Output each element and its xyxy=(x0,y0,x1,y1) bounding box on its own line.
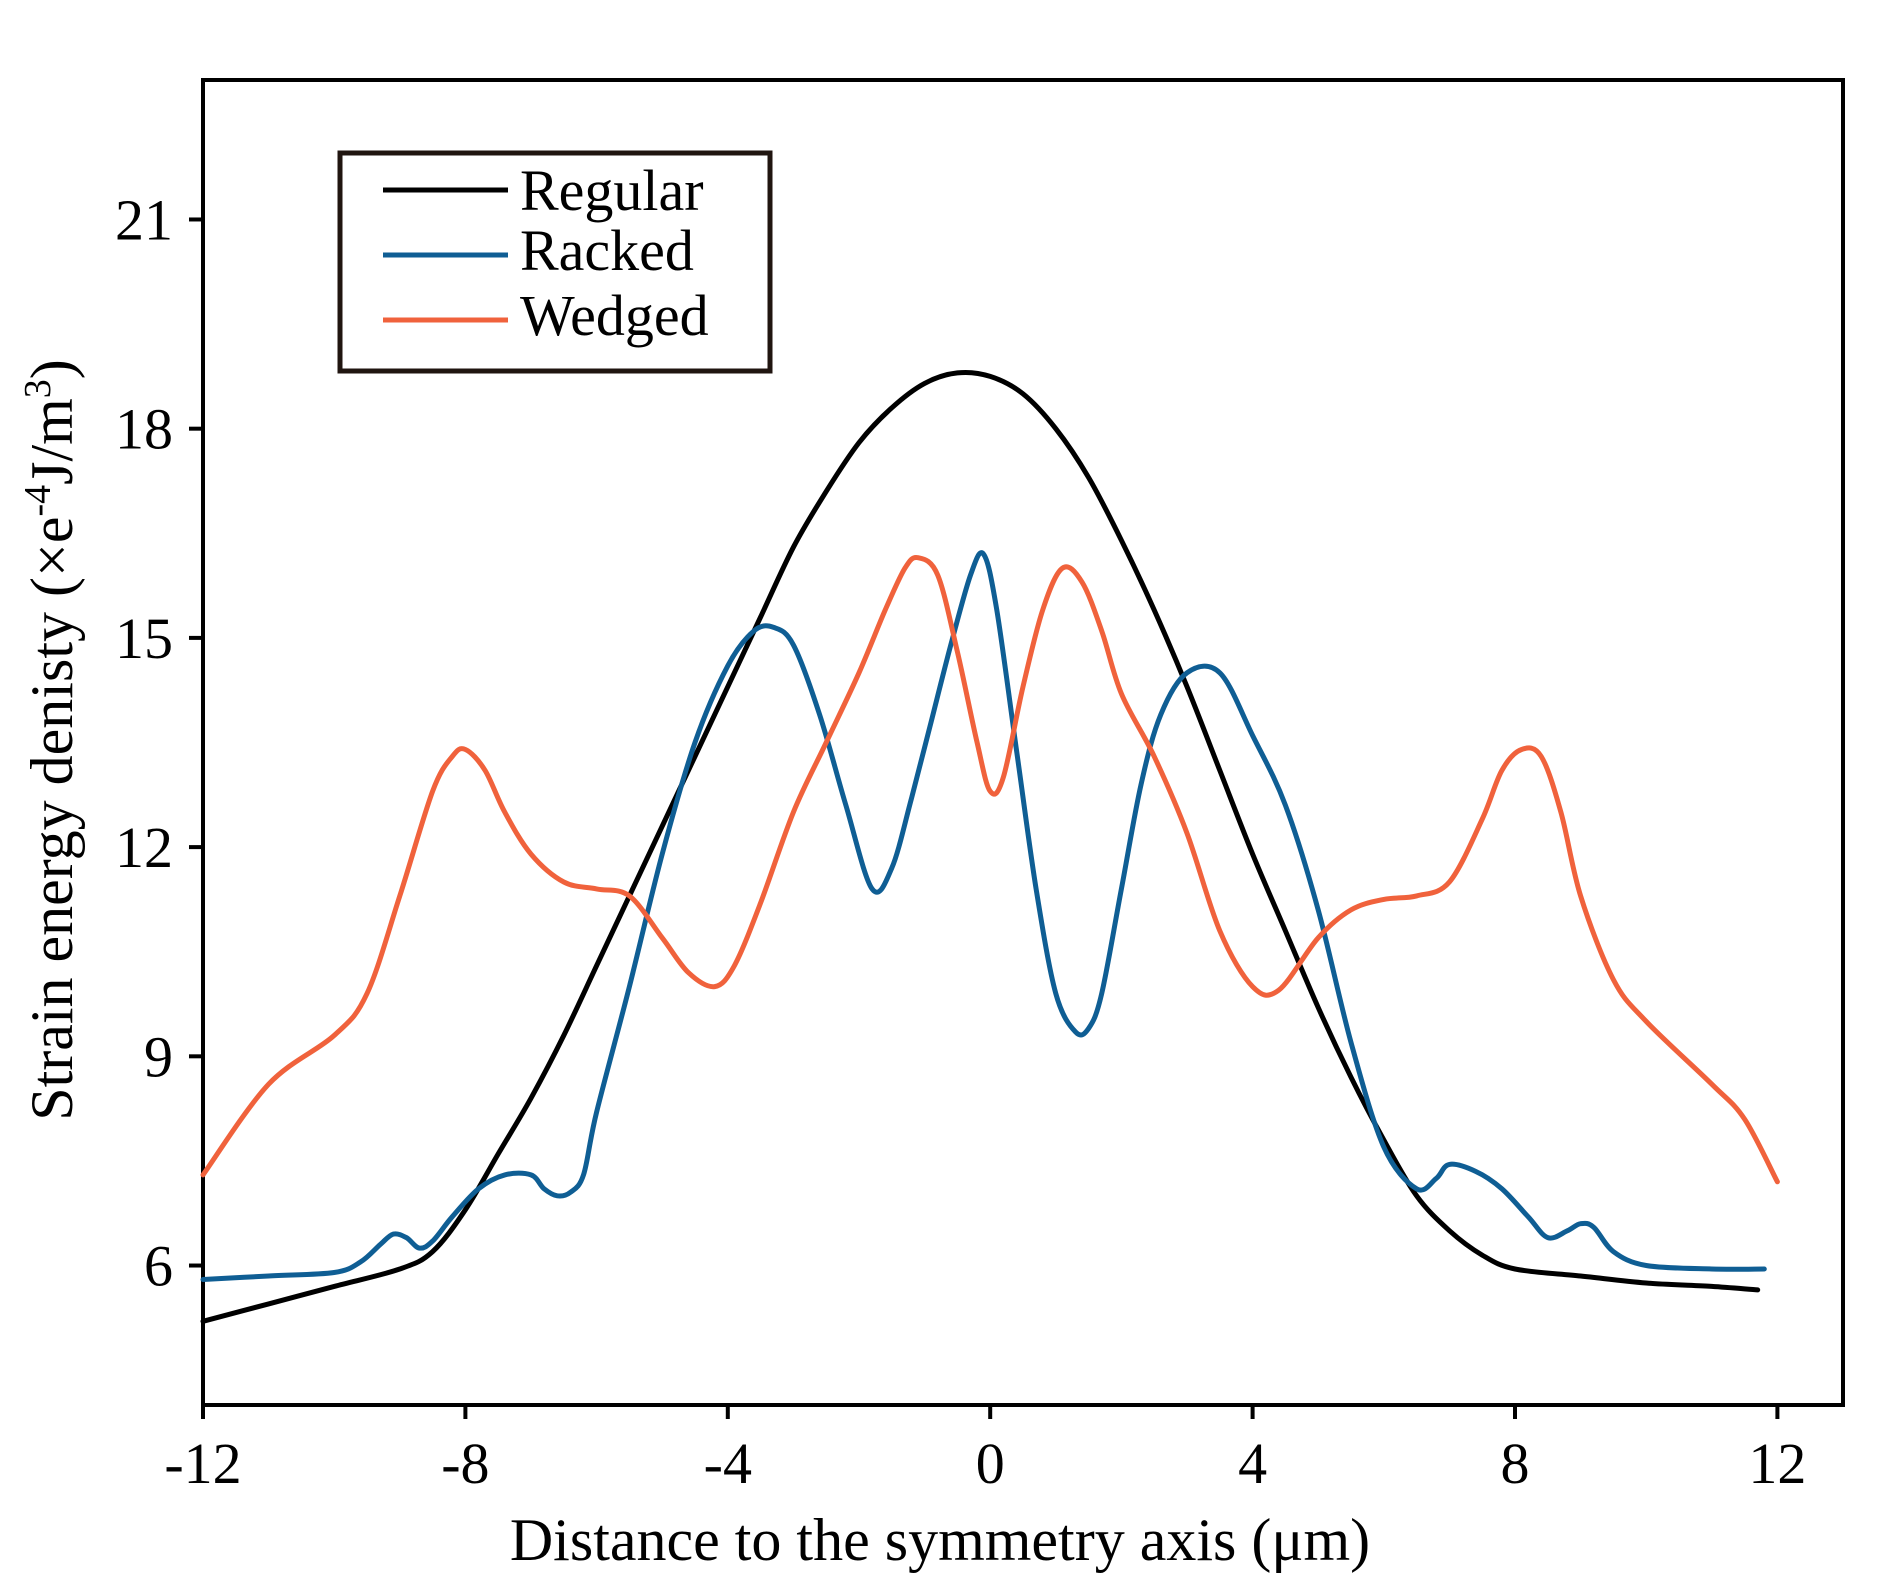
y-axis-title-close: ) xyxy=(19,359,85,379)
series-lines xyxy=(200,369,1780,1324)
y-axis-title-group: Strain energy denisty (×e-4J/m3) xyxy=(17,359,85,1121)
x-tick-label: 8 xyxy=(1501,1431,1530,1496)
series-line-racked xyxy=(200,550,1767,1282)
x-tick-label: 0 xyxy=(976,1431,1005,1496)
legend-label-wedged: Wedged xyxy=(520,283,709,348)
plot-frame xyxy=(201,78,1845,1407)
x-tick-label: -12 xyxy=(164,1431,241,1496)
x-tick-label: -4 xyxy=(704,1431,752,1496)
x-tick-label: 4 xyxy=(1238,1431,1267,1496)
y-tick-label: 12 xyxy=(115,815,173,880)
y-tick-label: 6 xyxy=(144,1234,173,1299)
y-tick-label: 18 xyxy=(115,397,173,462)
y-tick-label: 21 xyxy=(115,187,173,252)
legend-label-racked: Racked xyxy=(520,218,694,283)
x-tick-label: 12 xyxy=(1748,1431,1806,1496)
series-line-regular xyxy=(200,369,1761,1324)
y-tick-label: 15 xyxy=(115,606,173,671)
y-tick-label: 9 xyxy=(144,1024,173,1089)
y-axis-title: Strain energy denisty (×e-4J/m3) xyxy=(17,359,85,1121)
y-axis-title-text: Strain energy denisty (×e xyxy=(19,517,85,1121)
y-axis-title-exp1: -4 xyxy=(17,485,59,517)
y-axis-title-exp2: 3 xyxy=(17,379,59,398)
legend: Regular Racked Wedged xyxy=(337,150,773,374)
ticks: -12 -8 -4 0 4 8 12 6 9 12 15 18 21 xyxy=(115,187,1806,1496)
y-axis-title-unit: J/m xyxy=(19,398,85,485)
series-line-wedged xyxy=(200,554,1780,1185)
legend-label-regular: Regular xyxy=(520,158,704,223)
x-tick-label: -8 xyxy=(441,1431,489,1496)
x-axis-title: Distance to the symmetry axis (μm) xyxy=(510,1507,1370,1573)
